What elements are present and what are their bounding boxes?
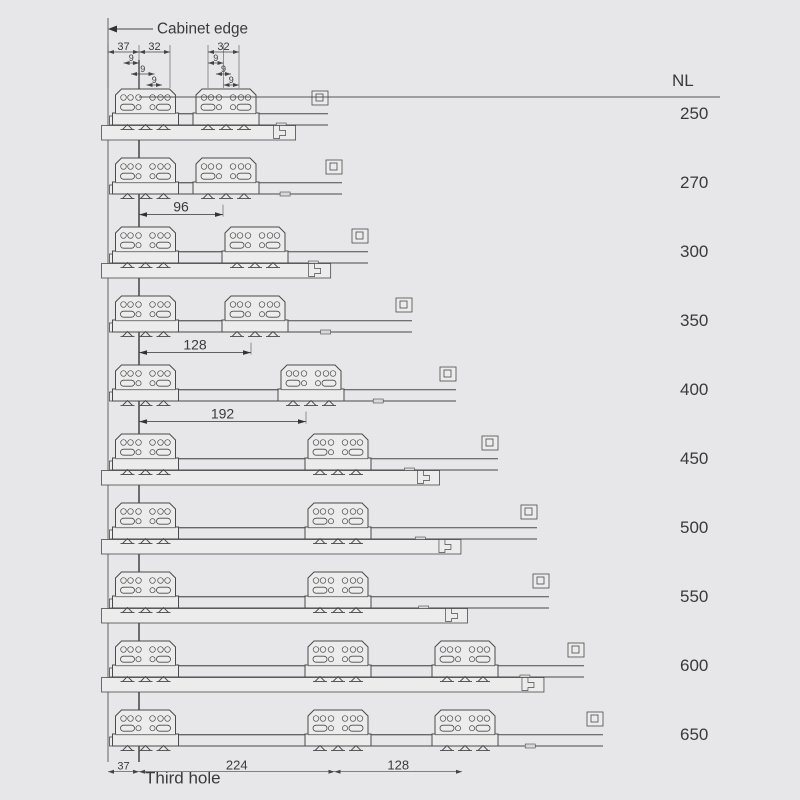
svg-text:96: 96 [173,199,189,215]
svg-text:128: 128 [183,337,207,353]
svg-text:300: 300 [680,242,708,261]
svg-text:250: 250 [680,104,708,123]
svg-text:400: 400 [680,380,708,399]
svg-text:37: 37 [117,41,129,53]
svg-text:9: 9 [152,75,157,85]
svg-text:550: 550 [680,587,708,606]
svg-text:Cabinet edge: Cabinet edge [157,21,248,38]
svg-text:9: 9 [129,53,134,63]
svg-text:9: 9 [229,75,234,85]
svg-text:500: 500 [680,518,708,537]
svg-text:Third hole: Third hole [145,769,221,788]
svg-text:224: 224 [226,758,248,773]
svg-text:450: 450 [680,449,708,468]
svg-text:270: 270 [680,173,708,192]
svg-text:128: 128 [387,758,409,773]
svg-text:9: 9 [140,64,145,74]
svg-text:32: 32 [148,41,160,53]
svg-text:600: 600 [680,656,708,675]
svg-text:650: 650 [680,725,708,744]
svg-text:9: 9 [213,53,218,63]
svg-text:NL: NL [672,71,694,90]
svg-text:350: 350 [680,311,708,330]
svg-text:192: 192 [211,406,235,422]
svg-text:37: 37 [117,761,129,773]
